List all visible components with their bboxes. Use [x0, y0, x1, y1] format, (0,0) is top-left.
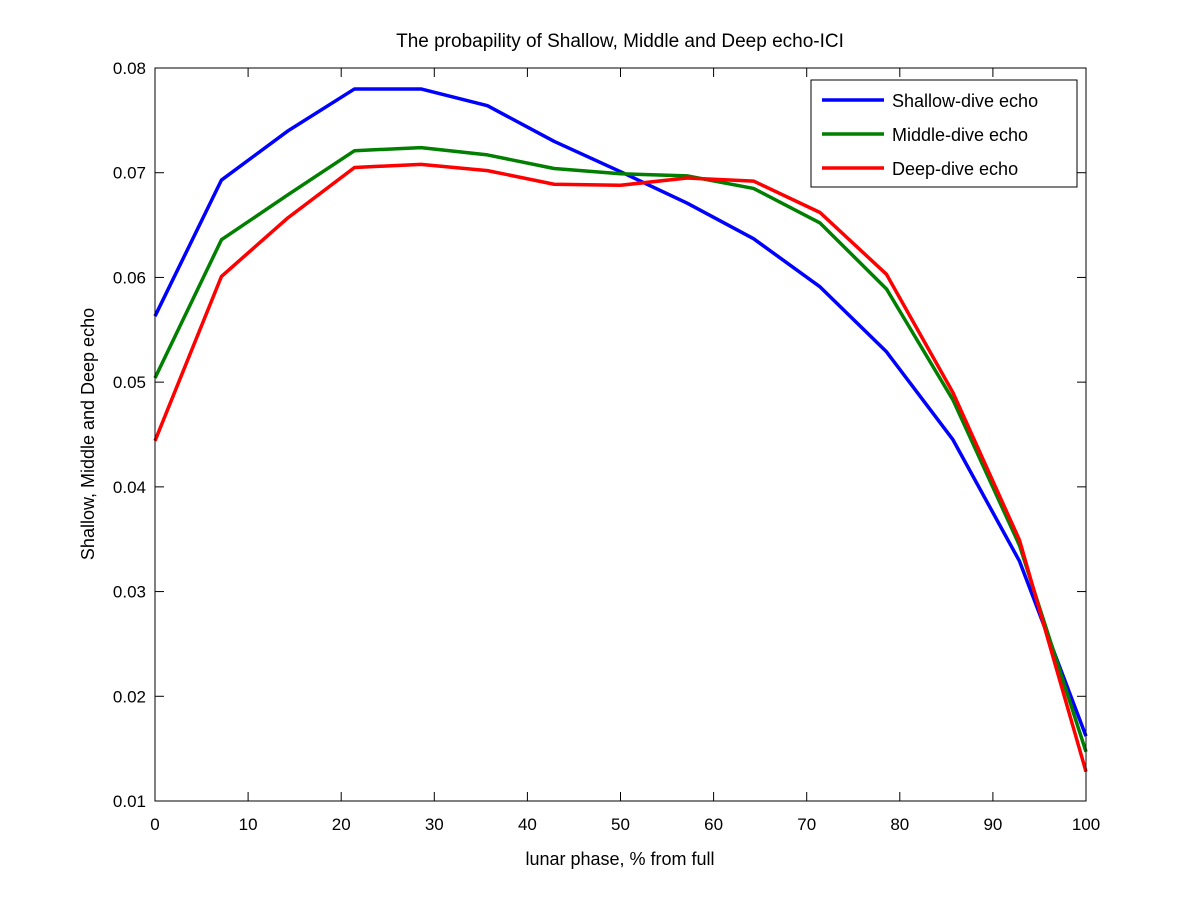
legend-label: Shallow-dive echo: [892, 91, 1038, 111]
series-line-deep-dive-echo: [155, 164, 1086, 771]
y-tick-label: 0.02: [113, 687, 146, 706]
x-tick-label: 0: [150, 815, 159, 834]
x-tick-label: 10: [239, 815, 258, 834]
x-tick-label: 100: [1072, 815, 1100, 834]
x-axis-label: lunar phase, % from full: [525, 849, 714, 869]
x-tick-label: 90: [983, 815, 1002, 834]
x-tick-label: 40: [518, 815, 537, 834]
y-tick-label: 0.07: [113, 164, 146, 183]
legend-label: Deep-dive echo: [892, 159, 1018, 179]
chart-title: The probapility of Shallow, Middle and D…: [396, 31, 844, 52]
y-tick-label: 0.06: [113, 268, 146, 287]
x-tick-label: 20: [332, 815, 351, 834]
legend-label: Middle-dive echo: [892, 125, 1028, 145]
x-tick-label: 80: [890, 815, 909, 834]
y-tick-label: 0.01: [113, 792, 146, 811]
y-tick-label: 0.05: [113, 373, 146, 392]
x-tick-label: 70: [797, 815, 816, 834]
x-tick-label: 60: [704, 815, 723, 834]
y-axis-label: Shallow, Middle and Deep echo: [78, 308, 98, 560]
series-line-middle-dive-echo: [155, 148, 1086, 752]
x-tick-label: 30: [425, 815, 444, 834]
y-tick-label: 0.04: [113, 478, 146, 497]
y-tick-label: 0.03: [113, 583, 146, 602]
legend: Shallow-dive echo Middle-dive echo Deep-di…: [811, 80, 1077, 187]
y-tick-label: 0.08: [113, 59, 146, 78]
x-tick-label: 50: [611, 815, 630, 834]
